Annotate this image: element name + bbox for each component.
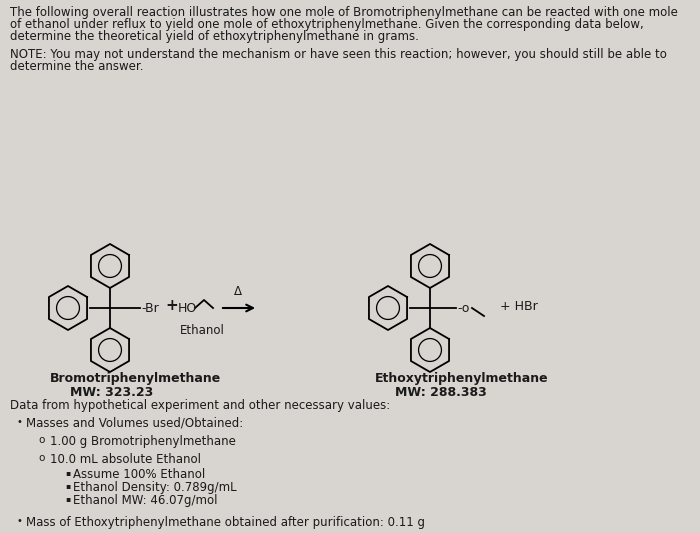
- Text: +: +: [165, 298, 178, 313]
- Text: •: •: [17, 516, 23, 526]
- Text: -Br: -Br: [141, 302, 159, 314]
- Text: Data from hypothetical experiment and other necessary values:: Data from hypothetical experiment and ot…: [10, 399, 391, 412]
- Text: o: o: [38, 453, 44, 463]
- Text: Ethanol MW: 46.07g/mol: Ethanol MW: 46.07g/mol: [73, 494, 218, 507]
- Text: ▪: ▪: [65, 494, 70, 503]
- Text: determine the answer.: determine the answer.: [10, 60, 144, 73]
- Text: Ethanol: Ethanol: [180, 324, 225, 337]
- Text: MW: 288.383: MW: 288.383: [395, 386, 486, 399]
- Text: o: o: [38, 435, 44, 445]
- Text: Ethoxytriphenylmethane: Ethoxytriphenylmethane: [375, 372, 549, 385]
- Text: MW: 323.23: MW: 323.23: [70, 386, 153, 399]
- Text: Ethanol Density: 0.789g/mL: Ethanol Density: 0.789g/mL: [73, 481, 237, 494]
- Text: -o: -o: [457, 302, 470, 314]
- Text: + HBr: + HBr: [500, 300, 538, 312]
- Text: 10.0 mL absolute Ethanol: 10.0 mL absolute Ethanol: [50, 453, 201, 466]
- Text: 1.00 g Bromotriphenylmethane: 1.00 g Bromotriphenylmethane: [50, 435, 236, 448]
- Text: HO: HO: [178, 302, 197, 314]
- Text: •: •: [17, 417, 23, 427]
- Text: NOTE: You may not understand the mechanism or have seen this reaction; however, : NOTE: You may not understand the mechani…: [10, 48, 667, 61]
- Text: Δ: Δ: [234, 285, 242, 298]
- Text: Masses and Volumes used/Obtained:: Masses and Volumes used/Obtained:: [26, 417, 244, 430]
- Text: ▪: ▪: [65, 481, 70, 490]
- Text: Assume 100% Ethanol: Assume 100% Ethanol: [73, 468, 205, 481]
- Text: Mass of Ethoxytriphenylmethane obtained after purification: 0.11 g: Mass of Ethoxytriphenylmethane obtained …: [26, 516, 425, 529]
- Text: determine the theoretical yield of ethoxytriphenylmethane in grams.: determine the theoretical yield of ethox…: [10, 30, 419, 43]
- Text: ▪: ▪: [65, 468, 70, 477]
- Text: The following overall reaction illustrates how one mole of Bromotriphenylmethane: The following overall reaction illustrat…: [10, 6, 678, 19]
- Text: of ethanol under reflux to yield one mole of ethoxytriphenylmethane. Given the c: of ethanol under reflux to yield one mol…: [10, 18, 644, 31]
- Text: Bromotriphenylmethane: Bromotriphenylmethane: [50, 372, 221, 385]
